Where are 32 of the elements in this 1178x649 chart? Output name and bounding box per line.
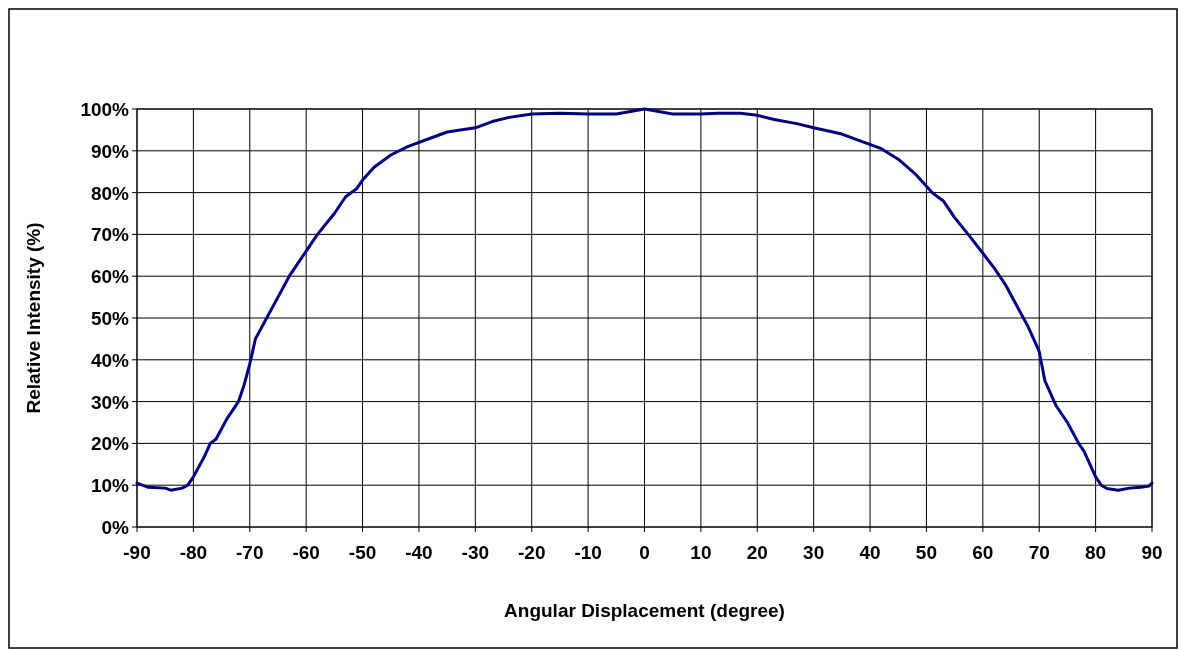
x-tick-label: 80 — [1085, 542, 1107, 563]
x-tick-label: -40 — [405, 542, 433, 563]
y-tick-label: 90% — [90, 140, 130, 162]
x-tick-label: 10 — [690, 542, 712, 563]
y-tick-label: 30% — [90, 391, 130, 413]
x-tick-label: 60 — [972, 542, 994, 563]
x-tick-label: -60 — [292, 542, 320, 563]
x-tick-label: -10 — [574, 542, 602, 563]
x-tick-label: 90 — [1141, 542, 1163, 563]
y-axis-title: Relative Intensity (%) — [23, 222, 44, 414]
x-tick-label: -90 — [123, 542, 151, 563]
y-tick-label: 70% — [90, 224, 130, 246]
x-tick-label: 70 — [1028, 542, 1050, 563]
x-tick-label: -50 — [348, 542, 377, 563]
x-tick-label: 30 — [803, 542, 825, 563]
y-tick-label: 60% — [90, 266, 130, 288]
x-tick-label: 20 — [746, 542, 768, 563]
x-tick-label: 40 — [859, 542, 881, 563]
x-tick-label: -70 — [236, 542, 264, 563]
y-tick-label: 0% — [101, 517, 130, 538]
y-tick-label: 20% — [90, 433, 130, 455]
y-tick-label: 100% — [80, 99, 130, 120]
y-tick-label: 40% — [90, 349, 130, 371]
x-tick-label: -80 — [179, 542, 208, 563]
x-axis-title: Angular Displacement (degree) — [504, 600, 785, 621]
y-tick-label: 50% — [90, 308, 130, 329]
x-tick-label: -30 — [461, 542, 490, 563]
y-tick-label: 10% — [90, 475, 130, 497]
x-tick-label: 50 — [915, 542, 938, 563]
x-tick-label: 0 — [639, 542, 650, 563]
y-tick-label: 80% — [90, 182, 130, 204]
x-tick-label: -20 — [517, 542, 546, 563]
